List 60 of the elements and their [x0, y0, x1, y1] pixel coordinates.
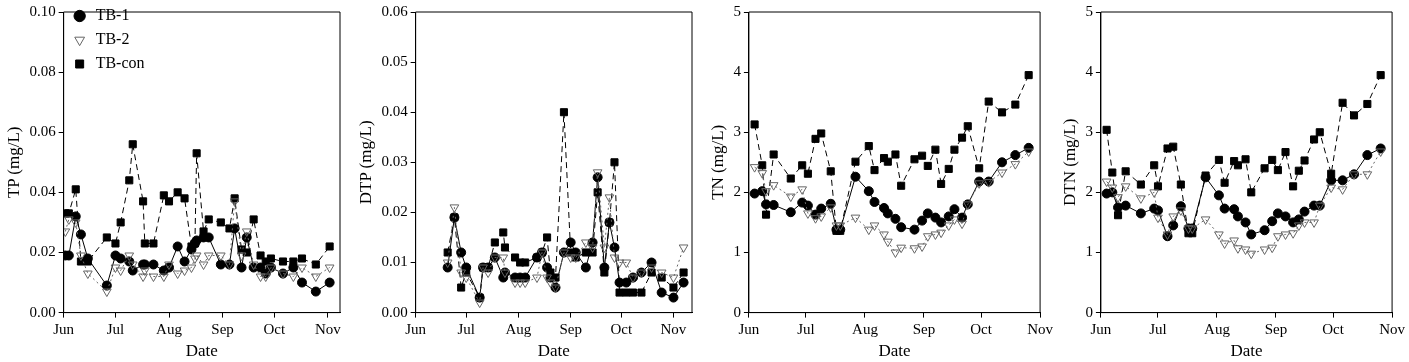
y-tick-label: 0.04	[29, 183, 57, 200]
x-tick-label: Jul	[797, 320, 815, 337]
y-tick-label: 0.01	[381, 253, 408, 270]
y-tick-label: 4	[733, 63, 742, 80]
legend-label: TB-2	[95, 30, 130, 48]
y-axis-title: TP (mg/L)	[3, 126, 23, 199]
x-tick-label: Aug	[852, 320, 879, 337]
x-tick-label: Sep	[211, 320, 234, 337]
x-tick-label: Jul	[457, 320, 475, 337]
y-tick-label: 5	[733, 2, 741, 19]
x-tick-label: Jun	[53, 320, 75, 337]
x-tick-label: Jul	[106, 320, 125, 337]
x-axis-title: Date	[878, 341, 911, 361]
legend-label: TB-con	[95, 54, 145, 72]
y-tick-label: 0.06	[381, 2, 409, 19]
y-tick-label: 0.04	[381, 103, 409, 120]
x-tick-label: Nov	[1379, 320, 1406, 337]
y-tick-label: 3	[1085, 123, 1093, 140]
x-tick-label: Nov	[314, 320, 342, 337]
x-axis-title: Date	[185, 341, 218, 361]
y-tick-label: 0.00	[29, 303, 56, 320]
y-tick-label: 0.05	[381, 53, 408, 70]
x-tick-label: Oct	[1322, 320, 1345, 337]
y-tick-label: 0.02	[29, 243, 56, 260]
y-tick-label: 1	[733, 243, 741, 260]
x-tick-label: Oct	[610, 320, 633, 337]
y-tick-label: 0.00	[381, 303, 408, 320]
x-tick-label: Jul	[1149, 320, 1167, 337]
y-tick-label: 0.02	[381, 203, 408, 220]
x-tick-label: Jun	[1090, 320, 1112, 337]
y-tick-label: 0	[1085, 303, 1093, 320]
x-tick-label: Aug	[156, 320, 183, 337]
x-tick-label: Sep	[559, 320, 582, 337]
x-tick-label: Aug	[1204, 320, 1231, 337]
x-tick-label: Nov	[660, 320, 687, 337]
x-tick-label: Oct	[263, 320, 287, 337]
y-tick-label: 1	[1085, 243, 1093, 260]
y-tick-label: 2	[733, 183, 741, 200]
y-axis-title: DTN (mg/L)	[1059, 118, 1079, 206]
y-tick-label: 0.03	[381, 153, 408, 170]
x-tick-label: Jun	[738, 320, 760, 337]
y-tick-label: 2	[1085, 183, 1093, 200]
y-tick-label: 4	[1085, 63, 1094, 80]
y-tick-label: 0	[733, 303, 741, 320]
y-axis-title: TN (mg/L)	[707, 124, 727, 200]
y-tick-label: 0.06	[29, 123, 57, 140]
x-tick-label: Sep	[912, 320, 936, 337]
y-tick-label: 0.08	[29, 63, 56, 80]
x-tick-label: Oct	[970, 320, 993, 337]
x-tick-label: Nov	[1027, 320, 1054, 337]
x-tick-label: Sep	[1264, 320, 1288, 337]
y-axis-title: DTP (mg/L)	[355, 120, 375, 205]
x-tick-label: Jun	[405, 320, 427, 337]
x-axis-title: Date	[1230, 341, 1263, 361]
x-tick-label: Aug	[505, 320, 532, 337]
y-tick-label: 0.10	[29, 2, 56, 19]
legend-label: TB-1	[95, 6, 130, 24]
y-tick-label: 5	[1085, 2, 1093, 19]
y-tick-label: 3	[733, 123, 741, 140]
x-axis-title: Date	[537, 341, 570, 361]
